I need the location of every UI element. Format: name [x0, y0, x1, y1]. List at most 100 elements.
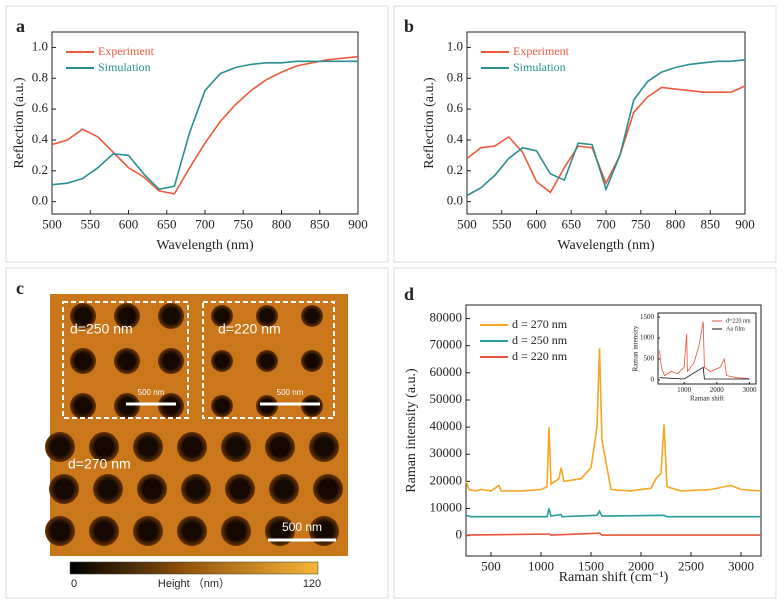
x-tick-label: 850 — [310, 217, 330, 232]
x-tick-label: 1500 — [578, 559, 604, 574]
panel-label: a — [16, 16, 25, 36]
series-line — [466, 59, 746, 197]
y-tick-label: 0.6 — [447, 100, 464, 115]
y-tick-label: 50000 — [430, 391, 463, 406]
afm-hole — [181, 474, 211, 504]
y-tick-label: 80000 — [430, 310, 463, 325]
y-tick-label: 0.2 — [447, 162, 463, 177]
y-tick-label: 40000 — [430, 418, 463, 433]
x-tick-label: 500 — [42, 217, 62, 232]
panel-label: d — [404, 284, 414, 304]
inset-label: d=220 nm — [218, 321, 281, 337]
scale-bar-label: 500 nm — [277, 388, 304, 397]
afm-hole — [301, 395, 323, 417]
x-tick-label: 2000 — [710, 386, 725, 394]
afm-hole — [309, 432, 339, 462]
colorbar-min: 0 — [71, 578, 77, 590]
panel-border — [5, 5, 389, 263]
colorbar-title: Height （nm） — [158, 577, 230, 590]
afm-hole — [256, 395, 278, 417]
afm-hole — [114, 348, 140, 374]
x-tick-label: 750 — [234, 217, 254, 232]
y-axis-label: Reflection (a.u.) — [12, 77, 27, 169]
x-tick-label: 700 — [195, 217, 215, 232]
legend-label: d = 270 nm — [512, 317, 568, 331]
afm-hole — [133, 432, 163, 462]
afm-hole — [211, 350, 233, 372]
colorbar-max: 120 — [303, 578, 321, 590]
x-tick-label: 2000 — [628, 559, 654, 574]
series-line — [465, 348, 762, 492]
x-tick-label: 500 — [481, 559, 501, 574]
x-tick-label: 650 — [157, 217, 177, 232]
x-tick-label: 900 — [735, 217, 755, 232]
panel-border — [393, 267, 777, 599]
y-tick-label: 0 — [456, 527, 463, 542]
y-tick-label: 10000 — [430, 499, 463, 514]
panel-label: b — [404, 16, 414, 36]
y-tick-label: 0.8 — [447, 69, 463, 84]
afm-hole — [301, 305, 323, 327]
y-axis-label: Raman intensity (a.u.) — [404, 368, 419, 493]
y-tick-label: 0.8 — [32, 69, 48, 84]
afm-hole — [177, 516, 207, 546]
legend-label: Experiment — [98, 44, 155, 58]
legend-label: Au film — [726, 325, 745, 332]
afm-hole — [137, 474, 167, 504]
y-tick-label: 0 — [651, 375, 655, 383]
afm-hole — [211, 305, 233, 327]
y-tick-label: 70000 — [430, 337, 463, 352]
x-tick-label: 800 — [272, 217, 292, 232]
y-tick-label: 20000 — [430, 472, 463, 487]
y-tick-label: 0.6 — [32, 100, 49, 115]
y-tick-label: 1500 — [640, 313, 655, 321]
legend-label: Simulation — [513, 60, 566, 74]
afm-hole — [265, 432, 295, 462]
x-tick-label: 600 — [527, 217, 547, 232]
x-tick-label: 800 — [666, 217, 686, 232]
y-tick-label: 0.4 — [447, 131, 464, 146]
afm-hole — [301, 350, 323, 372]
afm-hole — [269, 474, 299, 504]
panel-border — [5, 267, 389, 599]
afm-hole — [158, 348, 184, 374]
legend-label: d = 250 nm — [512, 333, 568, 347]
y-tick-label: 0.0 — [32, 193, 48, 208]
colorbar — [69, 561, 319, 575]
legend-label: d=220 nm — [726, 318, 751, 324]
x-tick-label: 550 — [492, 217, 512, 232]
series-line — [51, 60, 358, 191]
x-tick-label: 3000 — [742, 386, 757, 394]
legend-label: d = 220 nm — [512, 349, 568, 363]
y-axis-label: Raman intensity — [632, 325, 640, 371]
x-tick-label: 700 — [596, 217, 616, 232]
series-line — [51, 55, 359, 195]
x-tick-label: 2500 — [678, 559, 704, 574]
afm-hole — [70, 303, 96, 329]
afm-hole — [313, 474, 343, 504]
afm-hole — [256, 350, 278, 372]
y-tick-label: 0.4 — [32, 131, 49, 146]
scale-bar-label: 500 nm — [138, 388, 165, 397]
y-tick-label: 30000 — [430, 445, 463, 460]
series-line — [466, 85, 746, 194]
x-tick-label: 900 — [348, 217, 368, 232]
series-line — [659, 321, 750, 379]
afm-hole — [158, 393, 184, 419]
afm-hole — [70, 348, 96, 374]
x-axis-label: Raman shift (cm⁻¹) — [559, 570, 669, 585]
main-label: d=270 nm — [68, 456, 131, 472]
x-tick-label: 550 — [81, 217, 101, 232]
series-line — [465, 508, 761, 518]
afm-hole — [89, 432, 119, 462]
y-axis-label: Reflection (a.u.) — [422, 77, 437, 169]
afm-hole — [221, 516, 251, 546]
panel-label: c — [16, 278, 24, 298]
y-tick-label: 500 — [644, 355, 655, 363]
series-line — [465, 532, 761, 536]
y-tick-label: 60000 — [430, 364, 463, 379]
x-axis-label: Raman shift — [690, 395, 724, 403]
afm-hole — [225, 474, 255, 504]
afm-hole — [70, 393, 96, 419]
